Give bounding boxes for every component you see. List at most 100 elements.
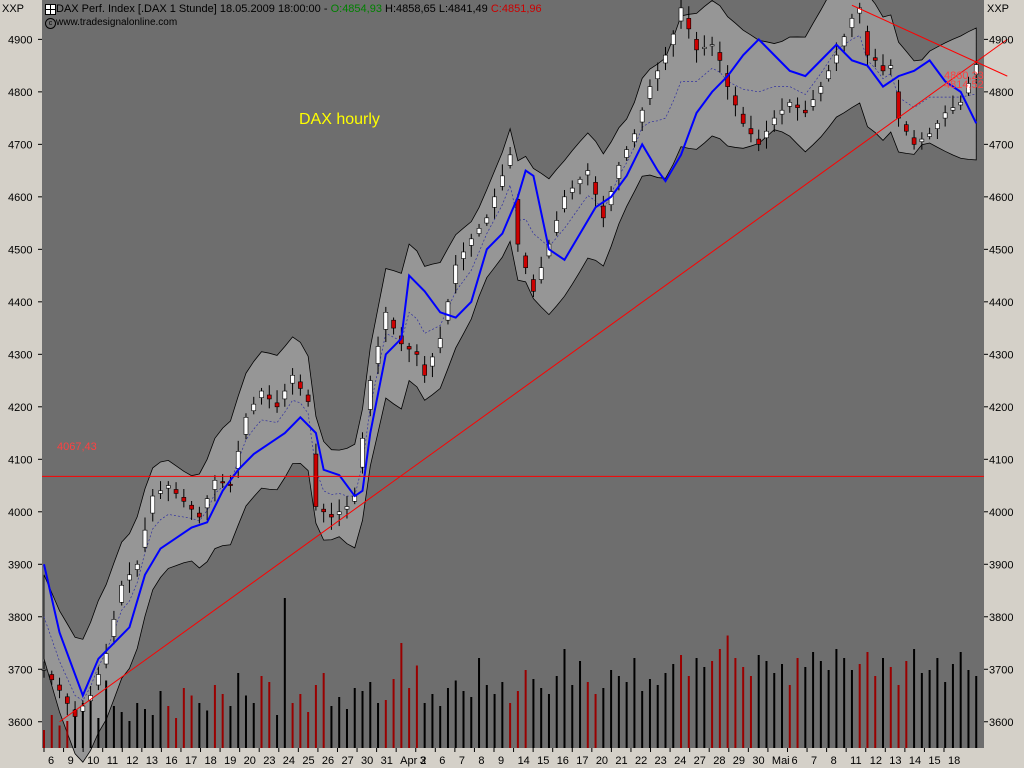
y-tick-label-left: 4100	[8, 454, 32, 466]
candle	[639, 109, 645, 123]
x-tick-label: 23	[655, 755, 667, 767]
x-tick-label: 17	[576, 755, 588, 767]
candle	[453, 264, 459, 284]
candle	[771, 117, 777, 125]
collapse-icon[interactable]	[45, 4, 56, 15]
volume-bar	[843, 658, 846, 748]
x-tick-label: 7	[811, 755, 817, 767]
volume-bar	[97, 718, 100, 748]
trendline-down[interactable]	[851, 4, 1008, 77]
candle	[422, 364, 427, 376]
x-tick-label: 15	[537, 755, 549, 767]
candle	[694, 39, 699, 51]
candle	[849, 18, 855, 28]
candle	[142, 529, 148, 548]
candle	[220, 481, 225, 484]
candle	[282, 390, 288, 400]
candle	[678, 7, 684, 22]
candle	[880, 65, 886, 72]
volume-bar	[190, 695, 193, 748]
volume-bar	[827, 670, 830, 748]
candle	[57, 684, 62, 691]
candle	[391, 319, 396, 329]
volume-bar	[345, 709, 348, 748]
volume-bar	[920, 673, 923, 748]
volume-bar	[136, 703, 139, 748]
candle	[686, 18, 692, 30]
candle	[966, 83, 971, 94]
volume-bar	[120, 712, 123, 748]
candle	[655, 70, 661, 80]
volume-bar	[43, 730, 45, 748]
moving-average-line	[43, 37, 978, 699]
volume-bar	[547, 694, 550, 748]
volume-bar	[711, 661, 714, 748]
candle	[787, 102, 793, 107]
volume-bar	[283, 598, 286, 748]
candle	[228, 483, 233, 486]
volume-bar	[415, 665, 418, 748]
volume-bar	[291, 703, 294, 748]
volume-bar	[462, 691, 465, 748]
candle	[468, 238, 474, 246]
x-tick-label: 20	[596, 755, 608, 767]
x-tick-label: 31	[381, 755, 393, 767]
x-tick-label: 6	[791, 755, 797, 767]
x-tick-label: 22	[635, 755, 647, 767]
volume-bar	[167, 706, 170, 748]
volume-bar	[213, 685, 216, 748]
volume-bar	[726, 635, 729, 748]
candle	[313, 453, 319, 507]
candle	[911, 137, 917, 145]
y-tick-label-right: 4700	[989, 139, 1013, 151]
volume-bar	[610, 670, 613, 748]
y-tick-label-right: 4200	[989, 402, 1013, 414]
candle	[134, 563, 140, 570]
candle	[72, 709, 78, 717]
volume-bar	[749, 676, 752, 748]
volume-bar	[773, 673, 776, 748]
y-tick-label-right: 4600	[989, 192, 1013, 204]
y-tick-label-right: 4900	[989, 34, 1013, 46]
candle	[717, 52, 723, 61]
x-tick-label: 12	[870, 755, 882, 767]
source-link[interactable]: www.tradesignalonline.com	[56, 17, 178, 28]
candle	[329, 514, 334, 518]
candle	[958, 102, 963, 106]
volume-bar	[516, 691, 519, 748]
volume-bar	[89, 695, 92, 748]
candle	[818, 86, 824, 94]
trend-label-2: 4814,52	[944, 79, 984, 91]
x-tick-label: 20	[244, 755, 256, 767]
candle	[437, 338, 443, 349]
x-tick-label: 8	[831, 755, 837, 767]
candle	[810, 99, 816, 107]
volume-bar	[151, 715, 154, 748]
volume-bar	[423, 703, 426, 748]
candle	[65, 696, 70, 704]
volume-bar	[221, 694, 224, 748]
x-tick-label: 15	[928, 755, 940, 767]
candle	[826, 70, 831, 80]
candle	[973, 64, 979, 75]
x-tick-label: 21	[615, 755, 627, 767]
y-tick-label-left: 4700	[8, 139, 32, 151]
y-tick-label-left: 4200	[8, 402, 32, 414]
candle	[872, 57, 878, 61]
title-text: DAX Perf. Index [.DAX 1 Stunde] 18.05.20…	[56, 3, 331, 15]
volume-bar	[439, 706, 442, 748]
volume-bar	[641, 691, 644, 748]
volume-bar	[602, 688, 605, 748]
volume-bar	[897, 685, 900, 748]
volume-bar	[478, 658, 481, 748]
candle	[344, 506, 350, 510]
candle	[538, 267, 544, 280]
volume-bar	[874, 676, 877, 748]
x-tick-label: 6	[439, 755, 445, 767]
candle	[616, 165, 622, 179]
candle	[725, 73, 730, 87]
candle	[321, 508, 326, 513]
trendline-up[interactable]	[59, 38, 1008, 723]
volume-bar	[50, 715, 53, 748]
